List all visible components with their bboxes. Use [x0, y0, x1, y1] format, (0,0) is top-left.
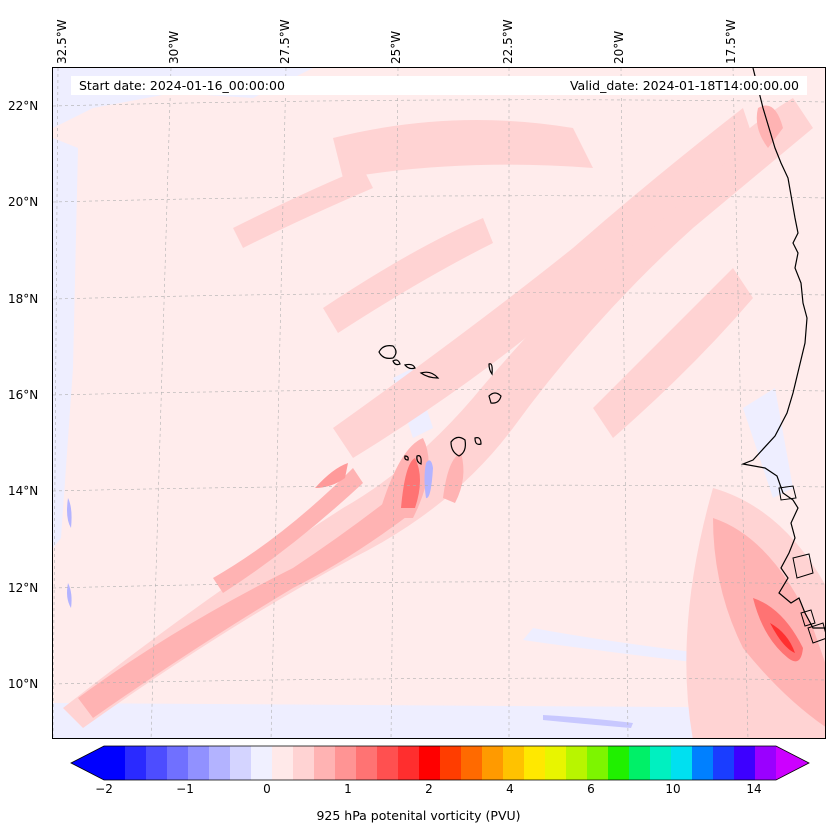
colorbar-ticks: −2 −1 0 1 2 4 6 10 14 — [0, 782, 837, 800]
colorbar-swatch — [545, 746, 567, 780]
pv-band-medium — [78, 488, 418, 718]
pv-negative-cell — [67, 498, 72, 528]
pv-band — [593, 268, 753, 438]
pv-core — [315, 463, 348, 488]
potential-vorticity-field — [53, 68, 825, 738]
pv-band-medium — [213, 468, 363, 593]
colorbar-swatch — [188, 746, 210, 780]
pv-negative-area — [53, 138, 78, 548]
pv-negative-cell — [67, 583, 72, 608]
pv-band — [233, 168, 373, 248]
colorbar-swatch — [335, 746, 357, 780]
pv-band — [323, 218, 493, 333]
pv-negative-cell — [543, 715, 633, 728]
info-bar: Start date: 2024-01-16_00:00:00 Valid_da… — [71, 76, 807, 95]
colorbar-tick-label: 4 — [506, 782, 514, 796]
colorbar-swatch — [734, 746, 756, 780]
colorbar-swatch — [713, 746, 735, 780]
colorbar-swatch — [104, 746, 126, 780]
lat-label: 20°N — [8, 195, 39, 209]
map-panel — [52, 67, 826, 739]
colorbar-swatch — [398, 746, 420, 780]
lon-label: 27.5°W — [278, 19, 292, 64]
graticule — [53, 68, 825, 738]
valid-date-text: Valid_date: 2024-01-18T14:00:00.00 — [569, 78, 799, 93]
colorbar-tick-label: 14 — [746, 782, 762, 796]
colorbar-tick-label: 6 — [587, 782, 595, 796]
coastline-africa — [740, 68, 825, 629]
colorbar-swatch — [671, 746, 693, 780]
colorbar-swatch — [230, 746, 252, 780]
colorbar-outline — [70, 745, 810, 781]
colorbar-swatch — [251, 746, 273, 780]
colorbar-swatch — [482, 746, 504, 780]
colorbar-swatch — [356, 746, 378, 780]
colorbar-swatch — [419, 746, 441, 780]
colorbar-label: 925 hPa potenital vorticity (PVU) — [316, 808, 521, 823]
colorbar-swatch — [146, 746, 168, 780]
colorbar-tick-label: −1 — [176, 782, 194, 796]
colorbar-swatch — [461, 746, 483, 780]
lon-label: 32.5°W — [55, 19, 69, 64]
pv-core — [401, 458, 420, 508]
pv-negative-cell — [424, 460, 433, 499]
colorbar-swatch — [503, 746, 525, 780]
lon-label: 25°W — [389, 30, 403, 64]
colorbar-swatch — [692, 746, 714, 780]
lat-label: 14°N — [8, 484, 39, 498]
colorbar-swatch — [587, 746, 609, 780]
colorbar-tick-label: 10 — [665, 782, 681, 796]
colorbar-swatch — [293, 746, 315, 780]
lat-label: 10°N — [8, 677, 39, 691]
colorbar-swatch — [524, 746, 546, 780]
colorbar-tick-label: −2 — [95, 782, 113, 796]
coastline-islands — [378, 345, 502, 465]
pv-core — [770, 623, 795, 653]
lon-label: 30°W — [167, 30, 181, 64]
lat-label: 22°N — [8, 99, 39, 113]
colorbar-tick-label: 0 — [263, 782, 271, 796]
lat-label: 18°N — [8, 292, 39, 306]
lat-label: 16°N — [8, 388, 39, 402]
lon-label: 22.5°W — [501, 19, 515, 64]
colorbar-swatch — [440, 746, 462, 780]
colorbar-swatch — [629, 746, 651, 780]
colorbar — [70, 745, 810, 781]
colorbar-swatch — [755, 746, 777, 780]
start-date-text: Start date: 2024-01-16_00:00:00 — [79, 78, 285, 93]
colorbar-swatch — [125, 746, 147, 780]
pv-band-medium — [443, 453, 464, 503]
pv-band — [333, 108, 753, 458]
colorbar-swatch — [566, 746, 588, 780]
colorbar-swatch — [209, 746, 231, 780]
colorbar-swatch — [650, 746, 672, 780]
colorbar-tick-label: 1 — [344, 782, 352, 796]
lon-label: 20°W — [612, 30, 626, 64]
coastline-africa — [778, 485, 825, 644]
colorbar-swatch — [314, 746, 336, 780]
colorbar-over-arrow — [776, 746, 809, 780]
colorbar-swatch — [167, 746, 189, 780]
colorbar-swatch — [608, 746, 630, 780]
lon-label: 17.5°W — [724, 19, 738, 64]
pv-negative-area — [53, 703, 825, 738]
pv-band — [333, 120, 593, 178]
colorbar-under-arrow — [71, 746, 104, 780]
colorbar-swatch — [377, 746, 399, 780]
colorbar-swatch — [272, 746, 294, 780]
colorbar-tick-label: 2 — [425, 782, 433, 796]
pv-band-medium — [756, 105, 783, 148]
lat-label: 12°N — [8, 581, 39, 595]
